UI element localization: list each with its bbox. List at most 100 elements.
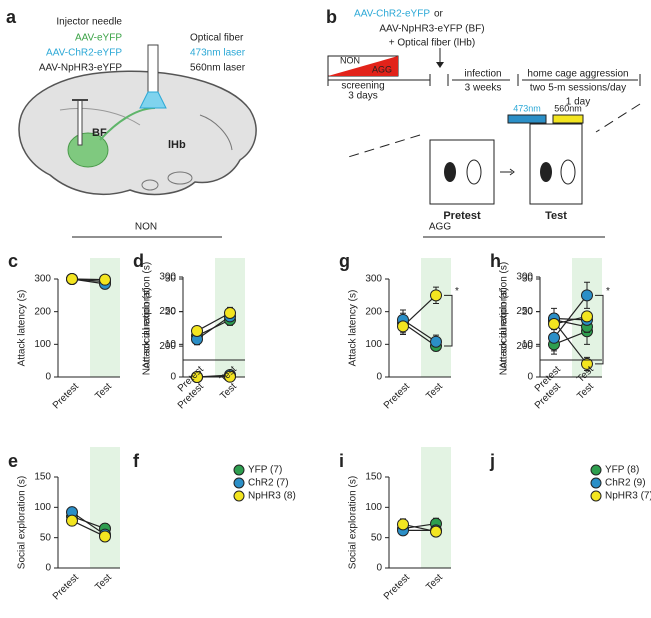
y-tick-label: 100	[34, 502, 51, 513]
x-tick-label: Test	[218, 381, 239, 402]
significance-label: *	[606, 286, 610, 297]
test-shade	[421, 258, 451, 377]
legend-marker	[590, 490, 602, 502]
legend-label: YFP (8)	[605, 465, 639, 476]
panel-label: c	[8, 251, 18, 271]
significance-bracket	[595, 294, 604, 365]
y-tick-label: 50	[40, 532, 52, 543]
region-label: lHb	[168, 139, 186, 151]
legend-marker	[590, 464, 602, 476]
significance-bracket	[444, 294, 453, 347]
y-tick-label: 100	[365, 502, 382, 513]
test-shade	[90, 447, 120, 568]
x-tick-label: Test	[93, 381, 114, 402]
brain-drawing	[18, 44, 257, 196]
y-tick-label: 20	[522, 306, 534, 317]
y-tick-label: 0	[45, 563, 51, 574]
y-axis-label: Non-social exploration (s)	[142, 262, 153, 375]
x-tick-label: Test	[424, 381, 445, 402]
laser-label: 560nm	[554, 103, 582, 113]
y-axis-label: Attack duration (s)	[499, 287, 510, 368]
needle-title: Injector needle	[56, 17, 122, 28]
test-shade	[421, 447, 451, 568]
x-tick-label: Pretest	[51, 572, 81, 602]
data-point	[191, 324, 203, 337]
stage-label: Pretest	[443, 210, 481, 222]
timeline-label: 3 weeks	[465, 83, 502, 94]
y-tick-label: 0	[376, 372, 382, 383]
legend-label: ChR2 (7)	[248, 478, 289, 489]
data-point	[430, 289, 442, 302]
y-tick-label: 200	[159, 341, 176, 352]
panel-label: h	[490, 251, 501, 271]
y-axis-label: Social exploration (s)	[17, 476, 28, 569]
y-axis-label: Attack latency (s)	[17, 290, 28, 367]
legend-marker	[233, 464, 245, 476]
data-point	[99, 273, 111, 286]
y-tick-label: 300	[34, 274, 51, 285]
virus-label: AAV-ChR2-eYFP	[354, 9, 430, 20]
virus-label: AAV-NpHR3-eYFP (BF)	[379, 24, 484, 35]
virus-label: AAV-eYFP	[75, 33, 122, 44]
data-point	[99, 530, 111, 543]
virus-label: AAV-NpHR3-eYFP	[39, 63, 123, 74]
region-label: BF	[92, 127, 107, 139]
group-label: NON	[135, 222, 157, 233]
x-tick-label: Test	[424, 572, 445, 593]
laser-label: 560nm laser	[190, 63, 246, 74]
y-tick-label: 20	[165, 306, 177, 317]
panel-label: g	[339, 251, 350, 271]
y-tick-label: 150	[34, 472, 51, 483]
data-point	[191, 371, 203, 383]
y-tick-label: 250	[159, 306, 176, 317]
data-point	[581, 310, 593, 323]
data-point	[581, 289, 593, 302]
y-axis-label: Social exploration (s)	[348, 476, 359, 569]
data-point	[397, 518, 409, 531]
panel-label: i	[339, 451, 344, 471]
condition-label: AGG	[372, 64, 392, 74]
timeline-label: 3 days	[348, 91, 377, 102]
legend-label: NpHR3 (8)	[248, 491, 296, 502]
timeline-label: screening	[341, 81, 384, 92]
y-tick-label: 300	[516, 272, 533, 283]
y-tick-label: 100	[34, 339, 51, 350]
laser-label: 473nm	[513, 103, 541, 113]
y-tick-label: 0	[45, 372, 51, 383]
y-tick-label: 10	[522, 339, 534, 350]
fiber-title: Optical fiber	[190, 33, 244, 44]
y-tick-label: 200	[34, 306, 51, 317]
x-tick-label: Test	[575, 381, 596, 402]
laser-label: 473nm laser	[190, 48, 246, 59]
virus-label: AAV-ChR2-eYFP	[46, 48, 122, 59]
series-line	[553, 294, 588, 339]
y-tick-label: 10	[165, 339, 177, 350]
y-axis-label: Non-social exploration (s)	[499, 262, 510, 375]
x-tick-label: Test	[93, 572, 114, 593]
data-point	[397, 320, 409, 333]
y-axis-label: Attack latency (s)	[348, 290, 359, 367]
panel-label: e	[8, 451, 18, 471]
y-tick-label: 50	[371, 532, 383, 543]
data-point	[66, 514, 78, 527]
data-point	[430, 525, 442, 538]
y-tick-label: 30	[165, 274, 177, 285]
y-tick-label: 0	[376, 563, 382, 574]
data-point	[430, 335, 442, 348]
data-point	[581, 357, 593, 370]
panel-label: j	[489, 451, 495, 471]
condition-label: NON	[340, 55, 360, 65]
data-point	[224, 306, 236, 319]
y-tick-label: 300	[159, 272, 176, 283]
timeline-label: 1 day	[566, 97, 590, 108]
group-label: AGG	[429, 222, 451, 233]
legend-label: YFP (7)	[248, 465, 282, 476]
stage-label: Test	[545, 210, 567, 222]
significance-label: *	[455, 286, 459, 297]
y-tick-label: 250	[516, 306, 533, 317]
legend-marker	[590, 477, 602, 489]
panel-label: b	[326, 7, 337, 27]
timeline-label: home cage aggression	[527, 69, 628, 80]
panel-label: f	[133, 451, 140, 471]
